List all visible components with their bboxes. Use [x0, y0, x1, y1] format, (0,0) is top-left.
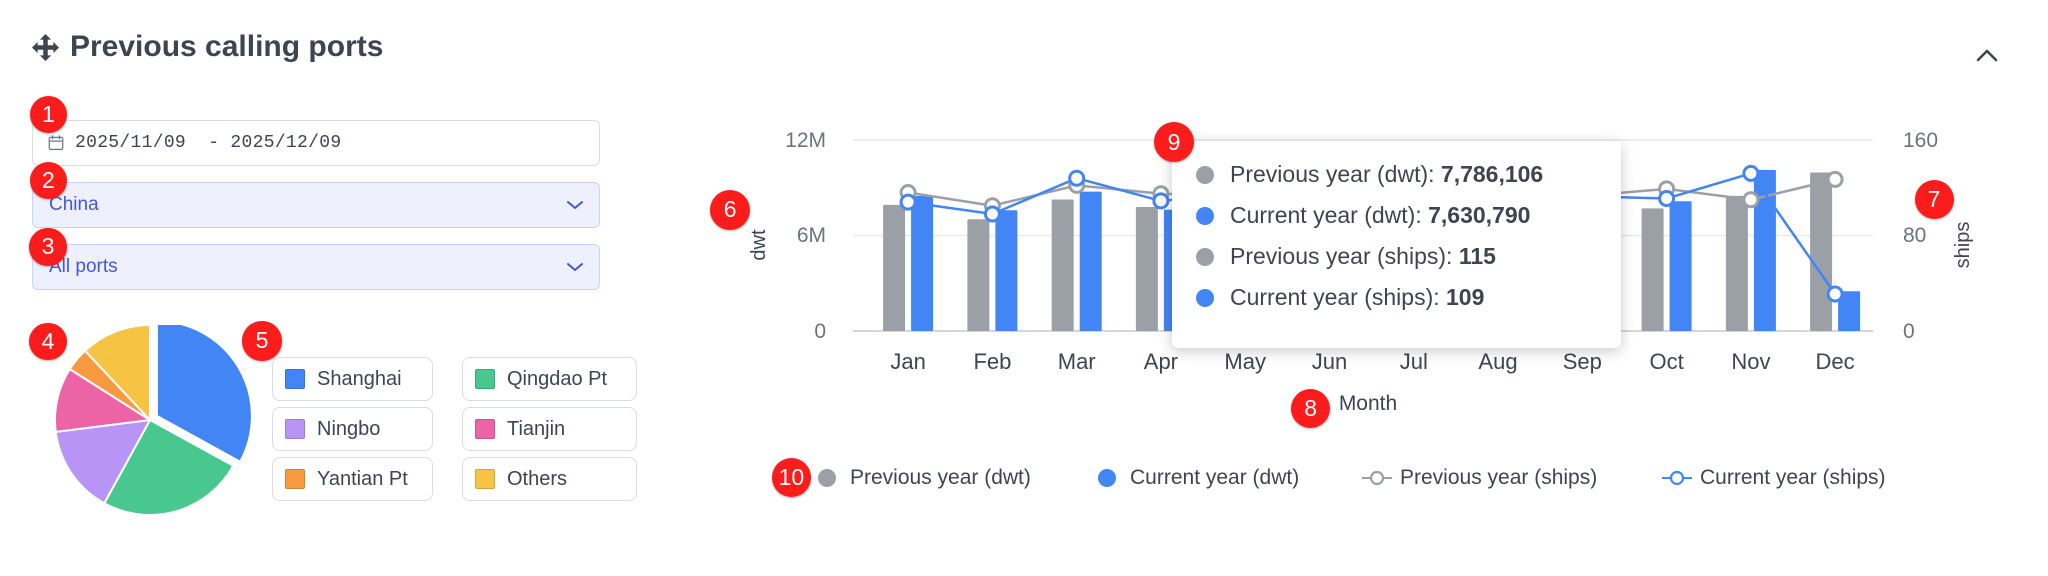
svg-text:May: May [1224, 349, 1266, 374]
svg-text:Month: Month [1339, 392, 1397, 415]
svg-text:Jun: Jun [1312, 349, 1347, 374]
svg-text:80: 80 [1903, 224, 1926, 247]
svg-text:Oct: Oct [1649, 349, 1683, 374]
svg-text:dwt: dwt [748, 229, 770, 261]
svg-text:Dec: Dec [1816, 349, 1855, 374]
svg-text:Nov: Nov [1731, 349, 1770, 374]
svg-text:Jul: Jul [1400, 349, 1428, 374]
svg-text:Aug: Aug [1478, 349, 1517, 374]
svg-text:160: 160 [1903, 129, 1938, 152]
svg-text:ships: ships [1952, 222, 1974, 269]
svg-text:0: 0 [814, 320, 826, 343]
svg-text:0: 0 [1903, 320, 1915, 343]
svg-text:12M: 12M [785, 129, 826, 152]
svg-text:Jan: Jan [890, 349, 925, 374]
svg-text:Mar: Mar [1058, 349, 1096, 374]
svg-text:6M: 6M [797, 224, 826, 247]
svg-text:Sep: Sep [1563, 349, 1602, 374]
svg-text:Feb: Feb [973, 349, 1011, 374]
svg-text:Apr: Apr [1144, 349, 1178, 374]
